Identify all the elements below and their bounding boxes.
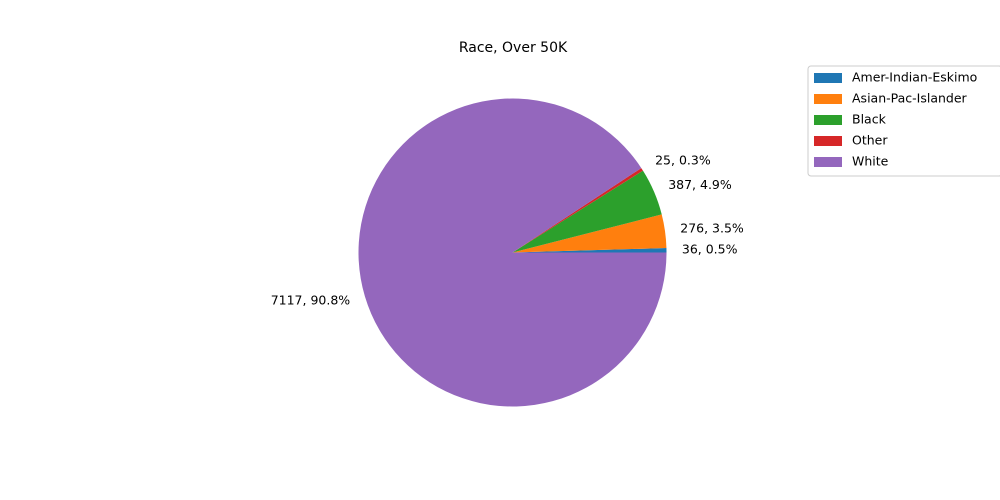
legend-label: Other: [852, 133, 888, 148]
legend: Amer-Indian-Eskimo Asian-Pac-Islander Bl…: [807, 65, 1000, 177]
chart-title: Race, Over 50K: [459, 40, 568, 56]
slice-label: 276, 3.5%: [680, 220, 744, 235]
pie-slice: [512, 248, 667, 253]
legend-swatch: [814, 157, 842, 167]
legend-label: Amer-Indian-Eskimo: [852, 70, 977, 85]
pie-slice: [512, 170, 662, 253]
legend-swatch: [814, 136, 842, 146]
legend-label: White: [852, 154, 889, 169]
pie-labels: 36, 0.5% 276, 3.5% 387, 4.9% 25, 0.3% 7117, …: [271, 153, 744, 308]
pie-slices: [358, 98, 667, 407]
slice-label: 36, 0.5%: [682, 242, 738, 257]
legend-label: Black: [852, 112, 887, 127]
slice-label: 387, 4.9%: [668, 177, 732, 192]
legend-label: Asian-Pac-Islander: [852, 91, 968, 106]
slice-label: 25, 0.3%: [655, 153, 711, 168]
legend-swatch: [814, 73, 842, 83]
pie-slice: [358, 98, 667, 407]
legend-swatch: [814, 115, 842, 125]
pie-slice: [512, 168, 643, 253]
legend-frame: [807, 65, 1000, 177]
legend-swatch: [814, 94, 842, 104]
slice-label: 7117, 90.8%: [271, 292, 351, 307]
pie-slice: [512, 214, 667, 253]
